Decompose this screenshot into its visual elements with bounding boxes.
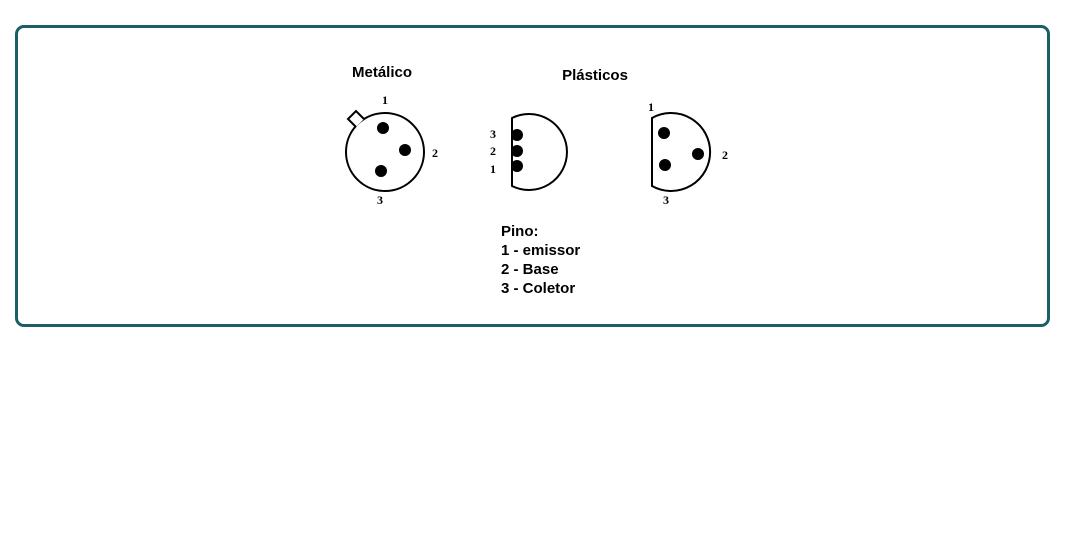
plastic-a-pin-2 <box>511 145 523 157</box>
plastic-a-label-1: 1 <box>490 162 496 176</box>
metal-pin-label-3: 3 <box>377 193 383 207</box>
diagram-frame <box>15 25 1050 327</box>
plastic-package-a: 3 2 1 <box>490 113 568 191</box>
metal-pin-label-1: 1 <box>382 93 388 107</box>
metal-package-outline <box>345 112 425 192</box>
metal-pin-3 <box>375 165 387 177</box>
plastic-b-pin-3 <box>659 159 671 171</box>
metal-pin-1 <box>377 122 389 134</box>
plastic-b-pin-1 <box>658 127 670 139</box>
plastic-b-label-2: 2 <box>722 148 728 162</box>
plastic-a-outline <box>511 113 568 191</box>
plastic-a-label-2: 2 <box>490 144 496 158</box>
heading-metal: Metálico <box>352 64 412 81</box>
legend-item-collector: 3 - Coletor <box>501 280 576 297</box>
legend-item-base: 2 - Base <box>501 261 559 278</box>
plastic-b-outline <box>651 112 712 192</box>
plastic-a-pin-3 <box>511 129 523 141</box>
plastic-b-label-1: 1 <box>648 100 654 114</box>
heading-plastic: Plásticos <box>562 67 628 84</box>
plastic-b-label-3: 3 <box>663 193 669 207</box>
legend-item-emitter: 1 - emissor <box>501 242 581 259</box>
legend-title: Pino: <box>501 223 539 240</box>
metal-package-tab <box>346 109 365 128</box>
plastic-b-pin-2 <box>692 148 704 160</box>
metal-pin-2 <box>399 144 411 156</box>
plastic-a-label-3: 3 <box>490 127 496 141</box>
plastic-package-b: 1 2 3 <box>648 100 728 207</box>
metal-pin-label-2: 2 <box>432 146 438 160</box>
metal-package: 1 2 3 <box>345 93 438 207</box>
pin-legend: Pino: 1 - emissor 2 - Base 3 - Coletor <box>501 222 580 298</box>
plastic-a-pin-1 <box>511 160 523 172</box>
